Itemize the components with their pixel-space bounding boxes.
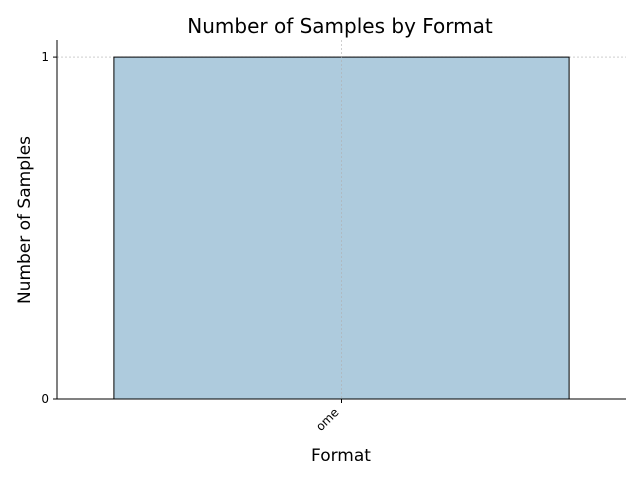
x-tick-label: ome: [313, 405, 342, 434]
x-axis-label: Format: [311, 446, 371, 466]
chart-title: Number of Samples by Format: [187, 14, 493, 38]
y-tick-label: 1: [41, 50, 49, 64]
y-tick-label: 0: [41, 392, 49, 406]
y-axis-label: Number of Samples: [15, 136, 35, 304]
